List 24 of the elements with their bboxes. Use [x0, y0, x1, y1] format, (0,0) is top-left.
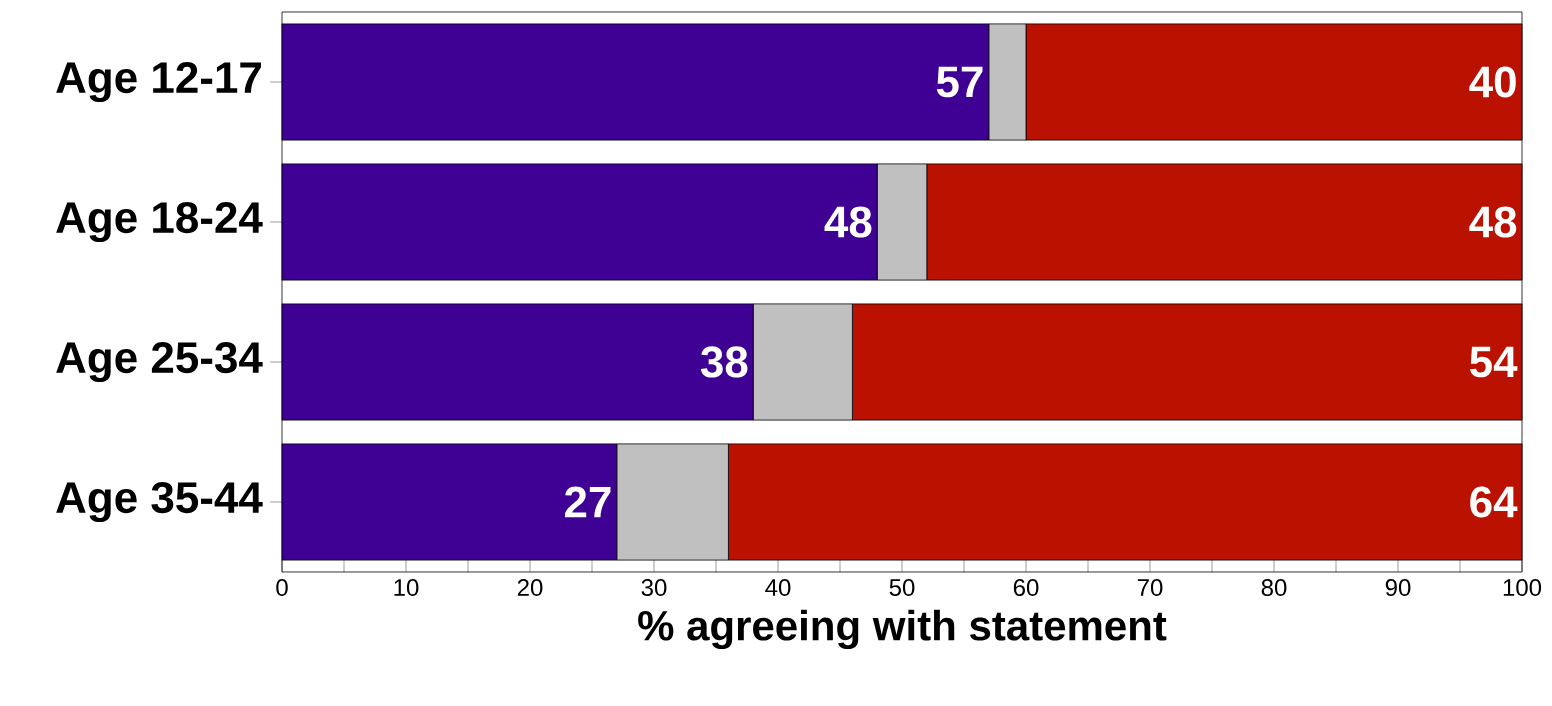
data-label: 64 [1470, 486, 1518, 518]
data-label: 27 [565, 486, 611, 518]
x-tick-label: 40 [765, 579, 791, 597]
x-axis-title: % agreeing with statement [638, 609, 1167, 650]
x-tick-label: 60 [1013, 579, 1039, 597]
x-tick-label: 0 [276, 579, 288, 597]
data-label: 48 [1469, 206, 1517, 238]
data-label: 40 [1469, 66, 1516, 98]
data-label: 54 [1470, 346, 1518, 378]
y-tick-label: Age 35-44 [56, 481, 263, 523]
x-tick-label: 20 [517, 579, 543, 597]
data-label: 38 [700, 346, 748, 378]
x-tick-label: 10 [394, 579, 419, 597]
y-tick-label: Age 12-17 [56, 61, 261, 103]
x-tick-label: 30 [641, 579, 667, 597]
y-tick-label: Age 25-34 [56, 341, 263, 383]
x-tick-label: 50 [889, 579, 915, 597]
x-tick-label: 100 [1503, 579, 1542, 597]
x-tick-label: 80 [1261, 579, 1287, 597]
y-tick-label: Age 18-24 [56, 201, 263, 243]
data-label: 48 [824, 206, 872, 238]
x-tick-label: 70 [1137, 579, 1163, 597]
data-label: 57 [936, 66, 983, 98]
x-tick-label: 90 [1385, 579, 1411, 597]
